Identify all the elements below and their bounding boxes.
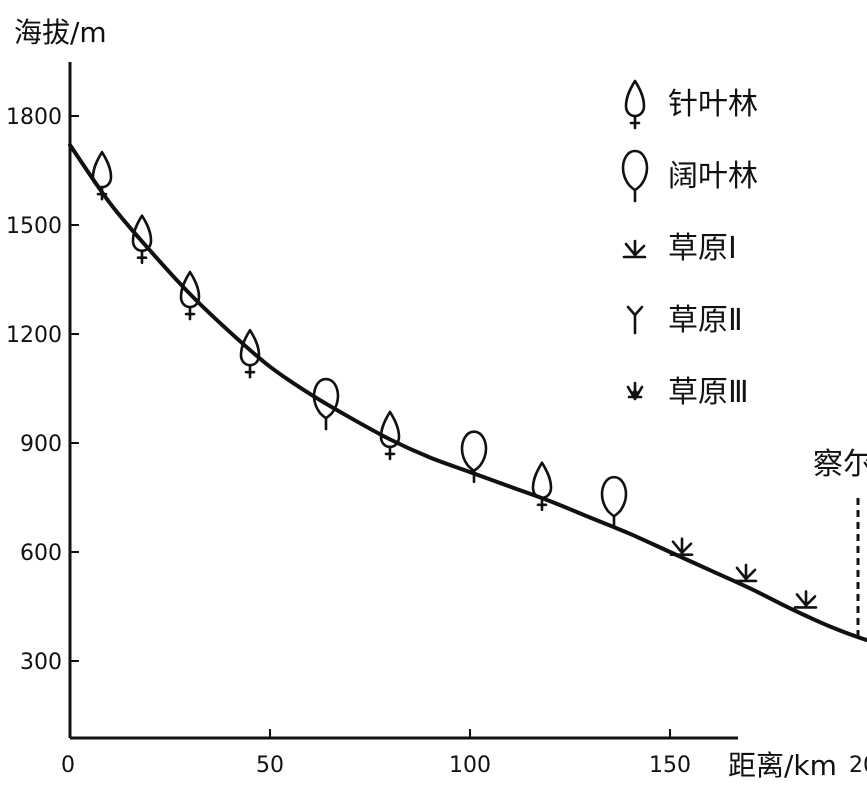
terrain-layer [68, 143, 867, 643]
conifer-symbol [379, 410, 401, 461]
y-axis-title: 海拔/m [14, 16, 107, 49]
legend-label: 针叶林 [668, 87, 758, 122]
vegetation-layer [91, 150, 818, 609]
broadleaf-symbol-legend [621, 149, 649, 203]
x-tick-label: 50 [256, 753, 284, 778]
conifer-symbol [91, 150, 113, 201]
y-tick-label: 1200 [6, 323, 62, 348]
conifer-symbol [531, 461, 553, 512]
x-tick-label: 0 [61, 753, 75, 778]
grass1-symbol-legend [622, 239, 647, 259]
annotation-layer: 察尔森平台 [813, 447, 867, 640]
conifer-symbol [131, 214, 153, 265]
grass1-symbol [793, 590, 818, 609]
y-tick-label: 600 [20, 541, 62, 566]
conifer-symbol-legend [624, 79, 646, 130]
x-axis-title: 距离/km [728, 749, 837, 782]
legend-label: 阔叶林 [668, 159, 758, 194]
grass1-symbol [669, 537, 694, 557]
conifer-symbol [179, 270, 201, 321]
annotation-label: 察尔森 [813, 447, 867, 482]
y-tick-label: 900 [20, 432, 62, 457]
broadleaf-symbol [460, 430, 488, 484]
axes [68, 62, 738, 740]
x-tick-label: 100 [449, 753, 491, 778]
grass1-symbol [733, 563, 758, 583]
terrain-line [68, 143, 867, 643]
legend-label: 草原Ⅱ [668, 303, 743, 338]
broadleaf-symbol [600, 475, 628, 529]
legend-label: 草原Ⅲ [668, 375, 749, 410]
ticks: 300600900120015001800050100150200250300 [6, 105, 867, 778]
y-tick-label: 1500 [6, 214, 62, 239]
grass2-symbol-legend [626, 305, 644, 335]
x-tick-label: 200 [849, 753, 867, 778]
y-tick-label: 300 [20, 650, 62, 675]
x-tick-label: 150 [649, 753, 691, 778]
grass3-symbol-legend [626, 381, 644, 401]
legend-label: 草原Ⅰ [668, 231, 737, 266]
conifer-symbol [239, 328, 261, 379]
y-tick-label: 1800 [6, 105, 62, 130]
broadleaf-symbol [312, 377, 340, 431]
